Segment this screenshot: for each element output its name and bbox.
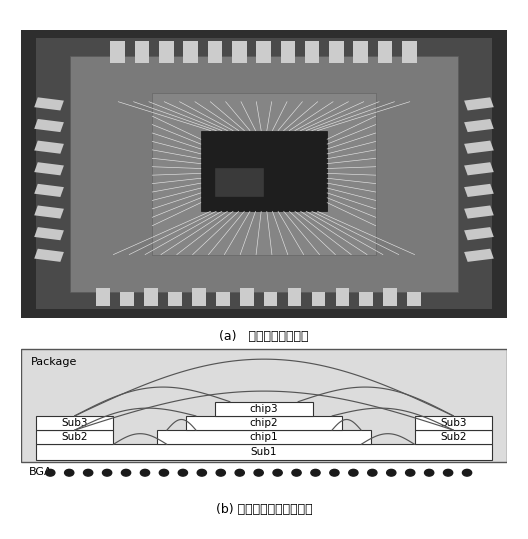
- Bar: [407, 292, 421, 307]
- Bar: [215, 402, 313, 416]
- Bar: [97, 288, 110, 307]
- Circle shape: [83, 469, 93, 476]
- Circle shape: [178, 469, 187, 476]
- Circle shape: [216, 469, 225, 476]
- Bar: [135, 41, 149, 63]
- Circle shape: [463, 469, 472, 476]
- Bar: [464, 141, 494, 154]
- Circle shape: [159, 469, 168, 476]
- Bar: [159, 41, 174, 63]
- Text: Sub1: Sub1: [251, 447, 277, 457]
- Text: Package: Package: [31, 357, 77, 368]
- Bar: [464, 248, 494, 262]
- Bar: [414, 416, 492, 430]
- Circle shape: [197, 469, 206, 476]
- Text: chip2: chip2: [250, 418, 278, 428]
- Bar: [34, 227, 64, 240]
- Bar: [110, 41, 125, 63]
- Circle shape: [292, 469, 301, 476]
- Bar: [34, 98, 64, 110]
- Bar: [264, 292, 277, 307]
- Text: chip1: chip1: [250, 432, 278, 442]
- Circle shape: [444, 469, 452, 476]
- Bar: [208, 41, 222, 63]
- Bar: [353, 41, 368, 63]
- Text: BGA: BGA: [29, 467, 52, 477]
- Circle shape: [45, 469, 55, 476]
- Bar: [201, 130, 327, 211]
- Bar: [414, 430, 492, 444]
- Bar: [216, 292, 230, 307]
- Circle shape: [386, 469, 396, 476]
- Bar: [36, 444, 492, 460]
- Text: chip3: chip3: [250, 404, 278, 414]
- Circle shape: [102, 469, 112, 476]
- Bar: [34, 119, 64, 132]
- Bar: [312, 292, 325, 307]
- Bar: [464, 162, 494, 175]
- Bar: [464, 98, 494, 110]
- Circle shape: [425, 469, 434, 476]
- Bar: [21, 349, 507, 462]
- Bar: [34, 141, 64, 154]
- Circle shape: [330, 469, 339, 476]
- Circle shape: [254, 469, 263, 476]
- Bar: [34, 248, 64, 262]
- Bar: [240, 288, 253, 307]
- Bar: [215, 168, 264, 197]
- Bar: [192, 288, 206, 307]
- Bar: [168, 292, 182, 307]
- Text: Sub3: Sub3: [440, 418, 467, 428]
- Bar: [144, 288, 158, 307]
- Bar: [464, 184, 494, 197]
- Bar: [256, 41, 271, 63]
- Bar: [36, 416, 114, 430]
- Bar: [464, 205, 494, 219]
- Text: (a)   系统级封装实物图: (a) 系统级封装实物图: [219, 330, 309, 343]
- Bar: [336, 288, 349, 307]
- Text: Sub2: Sub2: [61, 432, 88, 442]
- Bar: [383, 288, 397, 307]
- Bar: [186, 416, 342, 430]
- Bar: [152, 93, 376, 254]
- Circle shape: [273, 469, 282, 476]
- Bar: [329, 41, 344, 63]
- Bar: [157, 430, 371, 444]
- Bar: [305, 41, 319, 63]
- Bar: [464, 227, 494, 240]
- Bar: [288, 288, 301, 307]
- Bar: [70, 56, 458, 292]
- Bar: [464, 119, 494, 132]
- Text: Sub2: Sub2: [440, 432, 467, 442]
- Bar: [402, 41, 417, 63]
- Circle shape: [311, 469, 320, 476]
- Bar: [280, 41, 295, 63]
- Bar: [34, 205, 64, 219]
- Bar: [378, 41, 392, 63]
- Bar: [183, 41, 198, 63]
- Circle shape: [367, 469, 377, 476]
- Bar: [120, 292, 134, 307]
- Bar: [36, 430, 114, 444]
- Circle shape: [235, 469, 244, 476]
- Circle shape: [121, 469, 130, 476]
- Bar: [34, 162, 64, 175]
- Circle shape: [140, 469, 149, 476]
- Text: Sub3: Sub3: [61, 418, 88, 428]
- Bar: [232, 41, 247, 63]
- Circle shape: [349, 469, 358, 476]
- Text: (b) 系统级封装界面原理图: (b) 系统级封装界面原理图: [215, 503, 313, 516]
- Circle shape: [406, 469, 415, 476]
- Circle shape: [64, 469, 74, 476]
- Bar: [34, 184, 64, 197]
- Bar: [360, 292, 373, 307]
